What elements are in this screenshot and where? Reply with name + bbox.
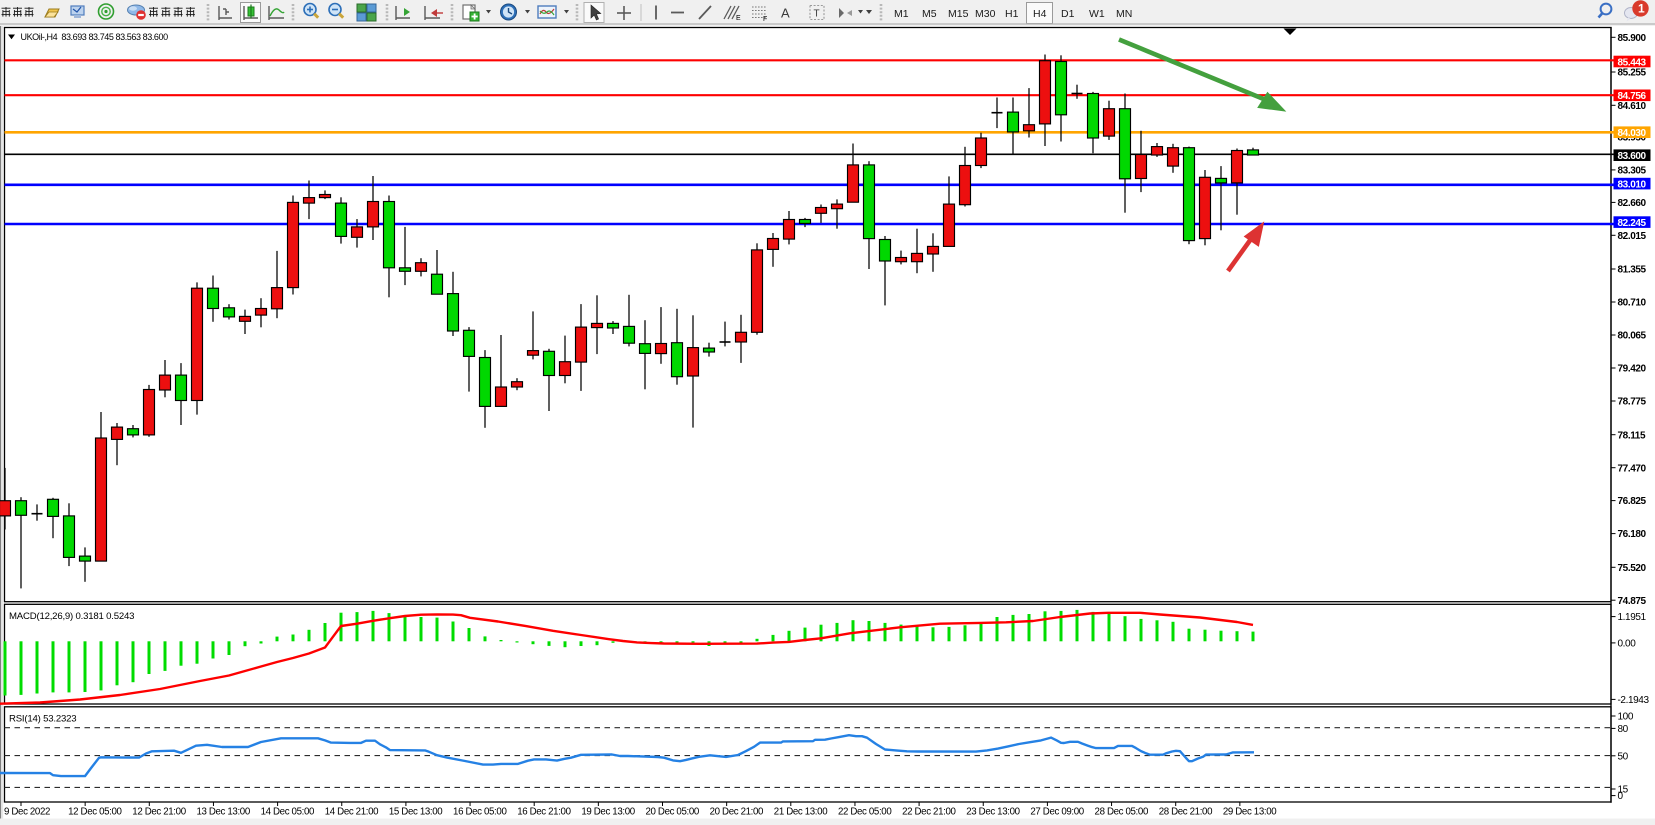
- svg-text:RSI(14) 53.2323: RSI(14) 53.2323: [9, 713, 76, 724]
- svg-text:15 Dec 13:00: 15 Dec 13:00: [389, 807, 443, 818]
- svg-text:82.660: 82.660: [1618, 198, 1647, 209]
- svg-text:T: T: [814, 9, 820, 20]
- svg-text:H4: H4: [1033, 8, 1047, 20]
- svg-text:21 Dec 13:00: 21 Dec 13:00: [774, 807, 828, 818]
- svg-text:16 Dec 05:00: 16 Dec 05:00: [453, 807, 507, 818]
- svg-text:23 Dec 13:00: 23 Dec 13:00: [966, 807, 1020, 818]
- svg-text:100: 100: [1618, 712, 1634, 723]
- svg-text:F: F: [763, 16, 767, 23]
- svg-text:80.065: 80.065: [1618, 331, 1647, 342]
- svg-text:82.245: 82.245: [1618, 218, 1647, 229]
- svg-text:29 Dec 13:00: 29 Dec 13:00: [1223, 807, 1277, 818]
- svg-text:80.710: 80.710: [1618, 298, 1647, 309]
- svg-text:9 Dec 2022: 9 Dec 2022: [4, 807, 50, 818]
- svg-text:76.825: 76.825: [1618, 496, 1647, 507]
- svg-text:85.255: 85.255: [1618, 68, 1647, 79]
- svg-text:84.030: 84.030: [1618, 128, 1647, 139]
- svg-text:20 Dec 21:00: 20 Dec 21:00: [710, 807, 764, 818]
- svg-text:78.775: 78.775: [1618, 397, 1647, 408]
- svg-text:75.520: 75.520: [1618, 563, 1647, 574]
- svg-text:MACD(12,26,9) 0.3181 0.5243: MACD(12,26,9) 0.3181 0.5243: [9, 611, 134, 622]
- svg-text:14 Dec 05:00: 14 Dec 05:00: [261, 807, 315, 818]
- svg-text:80: 80: [1618, 724, 1629, 735]
- svg-text:12 Dec 05:00: 12 Dec 05:00: [68, 807, 122, 818]
- svg-text:27 Dec 09:00: 27 Dec 09:00: [1030, 807, 1084, 818]
- svg-text:84.610: 84.610: [1618, 101, 1647, 112]
- svg-text:D1: D1: [1061, 8, 1075, 20]
- svg-text:0: 0: [1618, 791, 1624, 802]
- svg-text:83.010: 83.010: [1618, 179, 1647, 190]
- svg-text:74.875: 74.875: [1618, 596, 1647, 607]
- svg-text:1.1951: 1.1951: [1618, 612, 1647, 623]
- svg-text:UKOil-,H4 83.693 83.745 83.56: UKOil-,H4 83.693 83.745 83.563 83.600: [21, 32, 169, 42]
- svg-text:83.305: 83.305: [1618, 166, 1647, 177]
- svg-text:-2.1943: -2.1943: [1618, 695, 1650, 706]
- svg-text:81.355: 81.355: [1618, 265, 1647, 276]
- svg-text:13 Dec 13:00: 13 Dec 13:00: [196, 807, 250, 818]
- svg-text:22 Dec 05:00: 22 Dec 05:00: [838, 807, 892, 818]
- svg-text:22 Dec 21:00: 22 Dec 21:00: [902, 807, 956, 818]
- svg-text:50: 50: [1618, 751, 1629, 762]
- svg-text:77.470: 77.470: [1618, 463, 1647, 474]
- svg-text:M5: M5: [922, 8, 937, 20]
- svg-text:19 Dec 13:00: 19 Dec 13:00: [581, 807, 635, 818]
- svg-text:82.015: 82.015: [1618, 231, 1647, 242]
- svg-text:28 Dec 05:00: 28 Dec 05:00: [1095, 807, 1149, 818]
- svg-text:MN: MN: [1116, 8, 1132, 20]
- svg-text:85.443: 85.443: [1618, 57, 1647, 68]
- svg-text:14 Dec 21:00: 14 Dec 21:00: [325, 807, 379, 818]
- svg-text:76.180: 76.180: [1618, 529, 1647, 540]
- svg-text:79.420: 79.420: [1618, 364, 1647, 375]
- svg-text:20 Dec 05:00: 20 Dec 05:00: [646, 807, 700, 818]
- svg-text:84.756: 84.756: [1618, 91, 1647, 102]
- svg-text:M1: M1: [894, 8, 909, 20]
- svg-text:85.900: 85.900: [1618, 33, 1647, 44]
- svg-text:12 Dec 21:00: 12 Dec 21:00: [132, 807, 186, 818]
- svg-text:1: 1: [1638, 2, 1645, 16]
- svg-text:78.115: 78.115: [1618, 430, 1646, 441]
- svg-text:W1: W1: [1089, 8, 1105, 20]
- svg-text:A: A: [781, 6, 790, 21]
- svg-text:0.00: 0.00: [1618, 639, 1637, 650]
- svg-text:H1: H1: [1005, 8, 1019, 20]
- svg-text:15: 15: [1618, 785, 1629, 796]
- svg-text:28 Dec 21:00: 28 Dec 21:00: [1159, 807, 1213, 818]
- svg-text:16 Dec 21:00: 16 Dec 21:00: [517, 807, 571, 818]
- svg-text:83.600: 83.600: [1618, 151, 1647, 162]
- svg-text:E: E: [736, 15, 741, 22]
- svg-text:M30: M30: [975, 8, 996, 20]
- svg-text:M15: M15: [948, 8, 969, 20]
